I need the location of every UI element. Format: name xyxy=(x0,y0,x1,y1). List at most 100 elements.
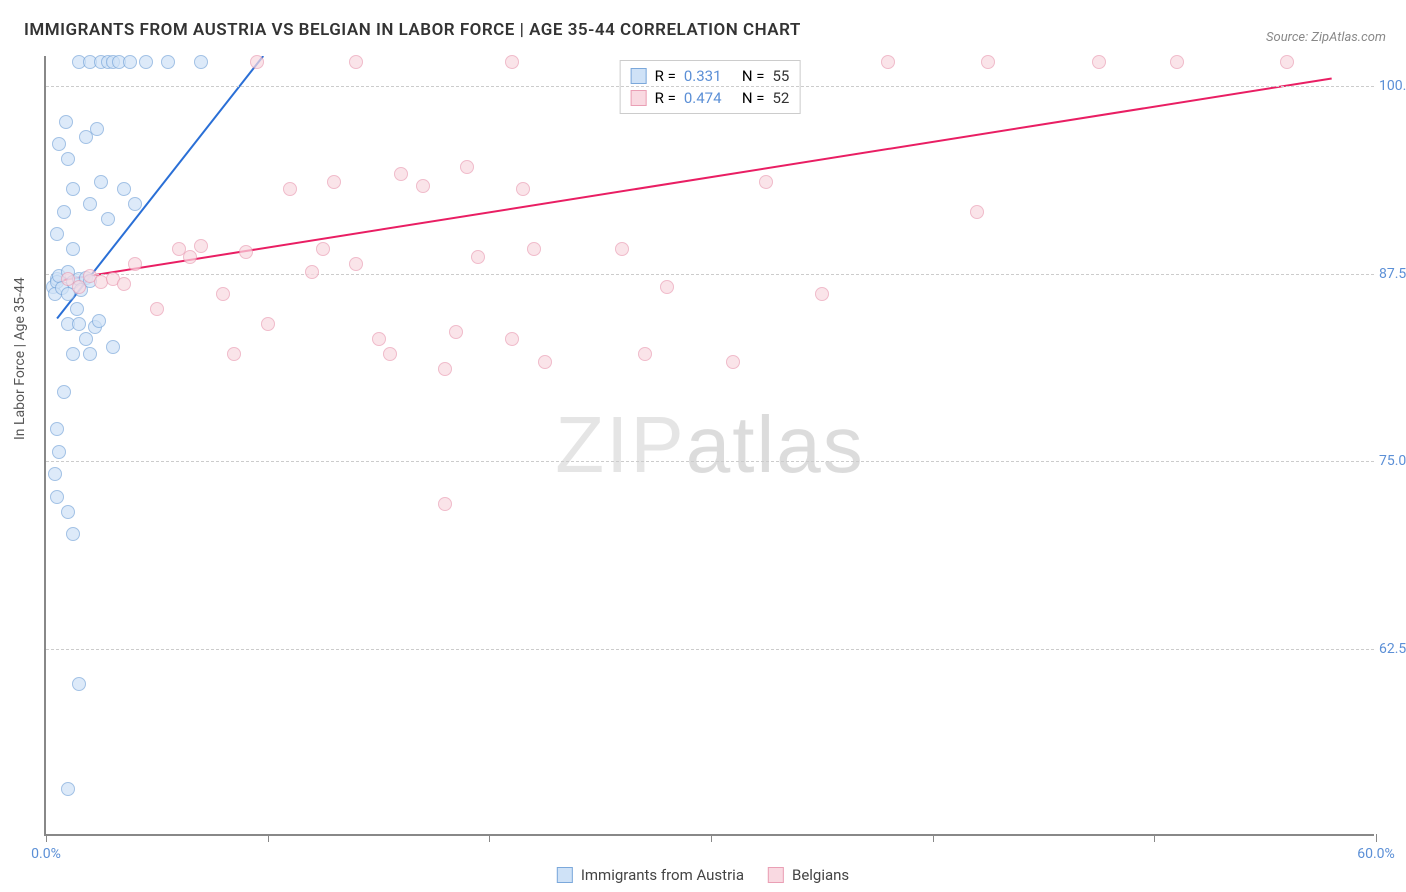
gridline xyxy=(46,461,1374,462)
x-tick-label: 0.0% xyxy=(31,846,61,862)
legend-row: R = 0.331 N = 55 xyxy=(631,65,790,87)
data-point xyxy=(327,175,341,189)
data-point xyxy=(72,280,86,294)
data-point xyxy=(505,332,519,346)
data-point xyxy=(460,160,474,174)
data-point xyxy=(349,257,363,271)
data-point xyxy=(161,55,175,69)
data-point xyxy=(79,332,93,346)
legend-swatch xyxy=(631,90,647,106)
data-point xyxy=(66,527,80,541)
data-point xyxy=(638,347,652,361)
data-point xyxy=(128,257,142,271)
data-point xyxy=(538,355,552,369)
data-point xyxy=(66,347,80,361)
legend-label: Immigrants from Austria xyxy=(581,866,744,884)
data-point xyxy=(150,302,164,316)
x-tick xyxy=(711,834,712,842)
x-tick-label: 60.0% xyxy=(1357,846,1395,862)
legend-r-value: 0.331 xyxy=(684,67,734,85)
x-tick xyxy=(489,834,490,842)
data-point xyxy=(72,317,86,331)
data-point xyxy=(305,265,319,279)
data-point xyxy=(372,332,386,346)
gridline xyxy=(46,86,1374,87)
data-point xyxy=(61,505,75,519)
data-point xyxy=(660,280,674,294)
data-point xyxy=(981,55,995,69)
legend-item: Belgians xyxy=(768,866,849,884)
legend-n-label: N = xyxy=(742,67,765,85)
data-point xyxy=(316,242,330,256)
data-point xyxy=(438,362,452,376)
data-point xyxy=(94,175,108,189)
data-point xyxy=(52,445,66,459)
data-point xyxy=(516,182,530,196)
x-tick xyxy=(46,834,47,842)
data-point xyxy=(227,347,241,361)
scatter-plot: ZIPatlas R =0.331N =55R =0.474N =52 62.5… xyxy=(44,56,1374,836)
data-point xyxy=(50,490,64,504)
legend-r-label: R = xyxy=(655,67,676,85)
data-point xyxy=(349,55,363,69)
y-tick-label: 100.0% xyxy=(1379,78,1406,94)
watermark: ZIPatlas xyxy=(555,399,864,491)
data-point xyxy=(52,137,66,151)
data-point xyxy=(283,182,297,196)
data-point xyxy=(101,212,115,226)
data-point xyxy=(505,55,519,69)
data-point xyxy=(194,239,208,253)
data-point xyxy=(815,287,829,301)
data-point xyxy=(471,250,485,264)
legend-swatch xyxy=(557,867,573,883)
data-point xyxy=(66,242,80,256)
gridline xyxy=(46,274,1374,275)
data-point xyxy=(1170,55,1184,69)
watermark-atlas: atlas xyxy=(686,400,865,489)
data-point xyxy=(239,245,253,259)
data-point xyxy=(438,497,452,511)
data-point xyxy=(83,197,97,211)
data-point xyxy=(194,55,208,69)
data-point xyxy=(50,422,64,436)
data-point xyxy=(216,287,230,301)
data-point xyxy=(61,782,75,796)
data-point xyxy=(117,182,131,196)
data-point xyxy=(57,385,71,399)
source-label: Source: ZipAtlas.com xyxy=(1266,30,1386,45)
x-tick xyxy=(1154,834,1155,842)
data-point xyxy=(261,317,275,331)
data-point xyxy=(881,55,895,69)
data-point xyxy=(59,115,73,129)
watermark-zip: ZIP xyxy=(555,400,685,489)
trend-lines xyxy=(46,56,1376,836)
legend-r-value: 0.474 xyxy=(684,89,734,107)
legend-r-label: R = xyxy=(655,89,676,107)
data-point xyxy=(70,302,84,316)
series-legend: Immigrants from Austria Belgians xyxy=(557,866,849,884)
data-point xyxy=(1092,55,1106,69)
data-point xyxy=(90,122,104,136)
data-point xyxy=(123,55,137,69)
data-point xyxy=(383,347,397,361)
y-tick-label: 87.5% xyxy=(1379,266,1406,282)
data-point xyxy=(106,340,120,354)
legend-n-label: N = xyxy=(742,89,765,107)
legend-label: Belgians xyxy=(792,866,849,884)
data-point xyxy=(527,242,541,256)
gridline xyxy=(46,649,1374,650)
data-point xyxy=(394,167,408,181)
data-point xyxy=(250,55,264,69)
chart-title: IMMIGRANTS FROM AUSTRIA VS BELGIAN IN LA… xyxy=(24,20,801,40)
data-point xyxy=(72,677,86,691)
legend-n-value: 55 xyxy=(772,67,789,85)
y-tick-label: 75.0% xyxy=(1379,453,1406,469)
x-tick xyxy=(933,834,934,842)
data-point xyxy=(48,467,62,481)
data-point xyxy=(92,314,106,328)
data-point xyxy=(117,277,131,291)
data-point xyxy=(139,55,153,69)
data-point xyxy=(726,355,740,369)
data-point xyxy=(615,242,629,256)
data-point xyxy=(128,197,142,211)
